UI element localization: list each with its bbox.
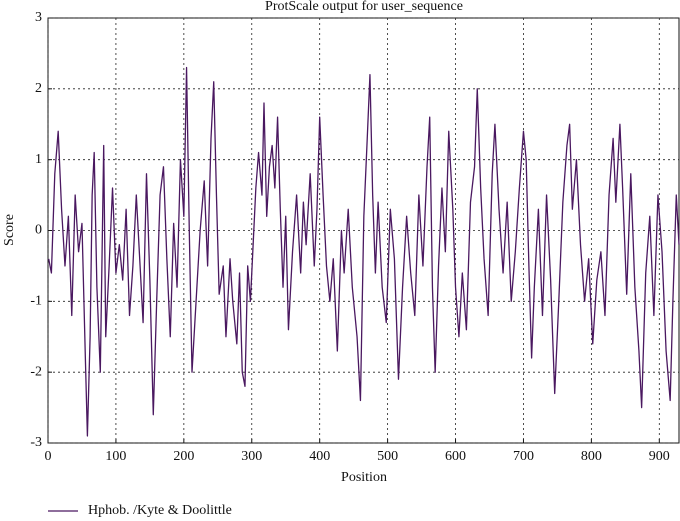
x-tick-label: 700	[513, 449, 534, 464]
data-line	[48, 66, 680, 437]
x-tick-label: 800	[581, 449, 602, 464]
y-tick-label: 3	[35, 10, 42, 25]
y-tick-label: -1	[30, 294, 42, 309]
y-tick-label: -2	[30, 364, 42, 379]
y-tick-label: 2	[35, 81, 42, 96]
x-tick-label: 200	[173, 449, 194, 464]
chart-title: ProtScale output for user_sequence	[265, 0, 463, 14]
x-tick-label: 600	[445, 449, 466, 464]
x-axis-label: Position	[341, 470, 387, 485]
y-tick-label: -3	[30, 435, 42, 450]
x-tick-label: 100	[105, 449, 126, 464]
x-tick-label: 0	[45, 449, 52, 464]
y-axis-label: Score	[2, 214, 17, 246]
x-tick-label: 300	[241, 449, 262, 464]
legend-label: Hphob. /Kyte & Doolittle	[88, 503, 232, 518]
x-tick-label: 400	[309, 449, 330, 464]
x-tick-label: 500	[377, 449, 398, 464]
y-tick-label: 0	[35, 223, 42, 238]
x-tick-label: 900	[649, 449, 670, 464]
y-tick-label: 1	[35, 152, 42, 167]
